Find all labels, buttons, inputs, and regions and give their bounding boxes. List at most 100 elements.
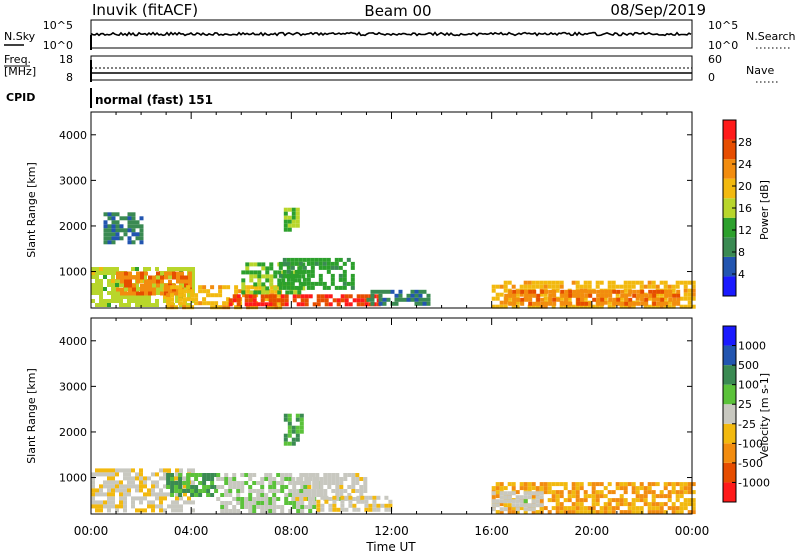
power-cell — [314, 281, 319, 286]
velocity-cell — [119, 504, 123, 509]
velocity-cell — [527, 495, 532, 500]
power-cell — [671, 304, 676, 309]
velocity-cell — [631, 506, 636, 511]
velocity-cell — [339, 477, 344, 481]
velocity-colorbar-segment — [723, 365, 736, 385]
velocity-cell — [175, 500, 179, 505]
velocity-cell — [127, 480, 131, 485]
power-cell — [272, 294, 277, 299]
velocity-ytick-label: 2000 — [59, 426, 87, 439]
power-cell — [128, 275, 132, 280]
power-cell — [127, 236, 132, 241]
velocity-cell — [519, 506, 524, 511]
power-cell — [252, 302, 257, 307]
power-cell — [563, 304, 568, 309]
velocity-cell — [543, 506, 548, 511]
velocity-cell — [647, 486, 652, 491]
velocity-cell — [527, 491, 532, 496]
velocity-cell — [631, 482, 636, 487]
power-cell — [608, 289, 613, 294]
velocity-cell — [287, 433, 292, 438]
velocity-cell — [308, 509, 313, 513]
power-cell — [583, 280, 588, 285]
velocity-cell — [388, 507, 393, 512]
power-cell — [151, 283, 155, 287]
power-cell — [280, 302, 285, 307]
velocity-cell — [194, 485, 199, 489]
velocity-cell — [531, 507, 536, 512]
velocity-cell — [627, 482, 632, 487]
velocity-cell — [99, 484, 103, 489]
velocity-cell — [228, 485, 233, 489]
velocity-cell — [260, 501, 265, 505]
velocity-cell — [503, 503, 508, 508]
power-cell — [111, 236, 116, 241]
power-cell — [326, 285, 331, 290]
velocity-cell — [292, 489, 297, 493]
power-cell — [683, 296, 688, 301]
velocity-cell — [91, 472, 95, 477]
velocity-cell — [543, 486, 548, 491]
velocity-cell — [107, 500, 111, 505]
velocity-cell — [356, 507, 361, 512]
power-cell — [596, 289, 601, 294]
velocity-cell — [312, 477, 317, 481]
power-cell — [164, 291, 168, 296]
power-cell — [236, 302, 241, 307]
power-cell — [398, 293, 403, 298]
velocity-cell — [575, 498, 580, 503]
power-cell — [330, 273, 335, 278]
power-colorbar-tick-label: 12 — [738, 224, 752, 237]
power-cell — [202, 285, 207, 290]
power-cell — [253, 262, 258, 267]
power-cell — [99, 267, 103, 271]
power-cell — [543, 280, 548, 285]
power-cell — [575, 304, 580, 309]
power-cell — [418, 289, 423, 294]
power-cell — [298, 265, 303, 270]
velocity-cell — [679, 502, 684, 507]
power-cell — [164, 287, 168, 292]
velocity-colorbar-tick-label: 25 — [738, 398, 752, 411]
velocity-cell — [143, 508, 147, 513]
power-cell — [679, 296, 684, 301]
power-cell — [559, 284, 564, 289]
velocity-cell — [339, 485, 344, 489]
power-cell — [604, 289, 609, 294]
velocity-cell — [107, 496, 111, 501]
power-cell — [155, 275, 159, 279]
power-cell — [627, 284, 632, 289]
velocity-cell — [123, 484, 127, 489]
velocity-cell — [272, 501, 277, 505]
velocity-cell — [131, 484, 135, 489]
power-cell — [535, 304, 540, 309]
power-cell — [160, 291, 164, 296]
power-cell — [210, 293, 215, 298]
power-cell — [567, 296, 572, 301]
velocity-cell — [179, 508, 183, 513]
power-cell — [123, 216, 128, 221]
power-cell — [99, 287, 103, 291]
power-cell — [300, 298, 305, 303]
velocity-cell — [328, 503, 333, 508]
power-cell — [115, 299, 119, 303]
velocity-cell — [331, 489, 336, 493]
power-cell — [524, 293, 529, 298]
power-cell — [596, 293, 601, 298]
power-cell — [615, 292, 620, 297]
velocity-cell — [683, 502, 688, 507]
power-cell — [338, 277, 343, 282]
velocity-cell — [687, 498, 692, 503]
power-cell — [281, 278, 286, 283]
power-cell — [290, 265, 295, 270]
power-colorbar-segment — [723, 120, 736, 140]
velocity-cell — [216, 485, 221, 489]
velocity-cell — [315, 481, 320, 485]
velocity-cell — [99, 508, 103, 513]
velocity-cell — [248, 477, 253, 481]
power-cell — [257, 270, 262, 275]
velocity-cell — [179, 504, 183, 509]
velocity-cell — [216, 497, 221, 501]
power-cell — [248, 302, 253, 307]
power-cell — [135, 299, 139, 303]
